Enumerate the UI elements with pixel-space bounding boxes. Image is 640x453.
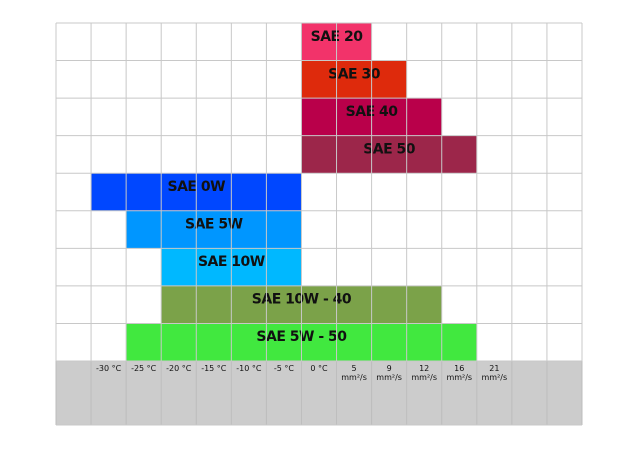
x-tick-label-line: mm²/s — [482, 373, 508, 382]
x-tick-label: -25 °C — [131, 364, 157, 373]
x-tick-label: -15 °C — [201, 364, 227, 373]
x-tick-label-line: -30 °C — [96, 364, 122, 373]
range-bar — [126, 210, 302, 249]
footer-band — [56, 361, 582, 425]
x-tick-label: -10 °C — [236, 364, 262, 373]
x-tick-label-line: 12 — [419, 364, 429, 373]
bar-label: SAE 20 — [311, 29, 364, 45]
bar-label: SAE 5W — [185, 217, 243, 233]
x-tick-label-line: 21 — [489, 364, 499, 373]
x-tick-label-line: 16 — [454, 364, 464, 373]
x-tick-label: 0 °C — [310, 364, 328, 373]
x-tick-label-line: 5 — [352, 364, 357, 373]
x-tick-label: -30 °C — [96, 364, 122, 373]
x-tick-label-line: -20 °C — [166, 364, 192, 373]
x-tick-label-line: mm²/s — [411, 373, 437, 382]
bar-label: SAE 50 — [363, 141, 416, 157]
x-tick-label-line: 0 °C — [310, 364, 328, 373]
x-tick-label-line: mm²/s — [446, 373, 472, 382]
x-tick-label-line: -10 °C — [236, 364, 262, 373]
x-tick-label: -5 °C — [274, 364, 295, 373]
bar-label: SAE 30 — [328, 66, 381, 82]
x-tick-label: 21 mm²/s — [482, 364, 508, 382]
x-tick-label-line: mm²/s — [341, 373, 367, 382]
x-tick-label: -20 °C — [166, 364, 192, 373]
x-tick-label: 5 mm²/s — [341, 364, 367, 382]
range-bar — [301, 60, 407, 99]
range-bar — [301, 135, 477, 174]
x-tick-label: 12 mm²/s — [411, 364, 437, 382]
x-tick-label-line: -15 °C — [201, 364, 227, 373]
x-tick-label-line: mm²/s — [376, 373, 402, 382]
x-tick-label: 16 mm²/s — [446, 364, 472, 382]
bar-label: SAE 10W - 40 — [252, 292, 352, 308]
x-tick-label: 9 mm²/s — [376, 364, 402, 382]
x-tick-label-line: -5 °C — [274, 364, 295, 373]
bar-label: SAE 5W - 50 — [256, 329, 347, 345]
x-tick-label-line: -25 °C — [131, 364, 157, 373]
bar-label: SAE 40 — [346, 104, 399, 120]
x-tick-label-line: 9 — [387, 364, 392, 373]
